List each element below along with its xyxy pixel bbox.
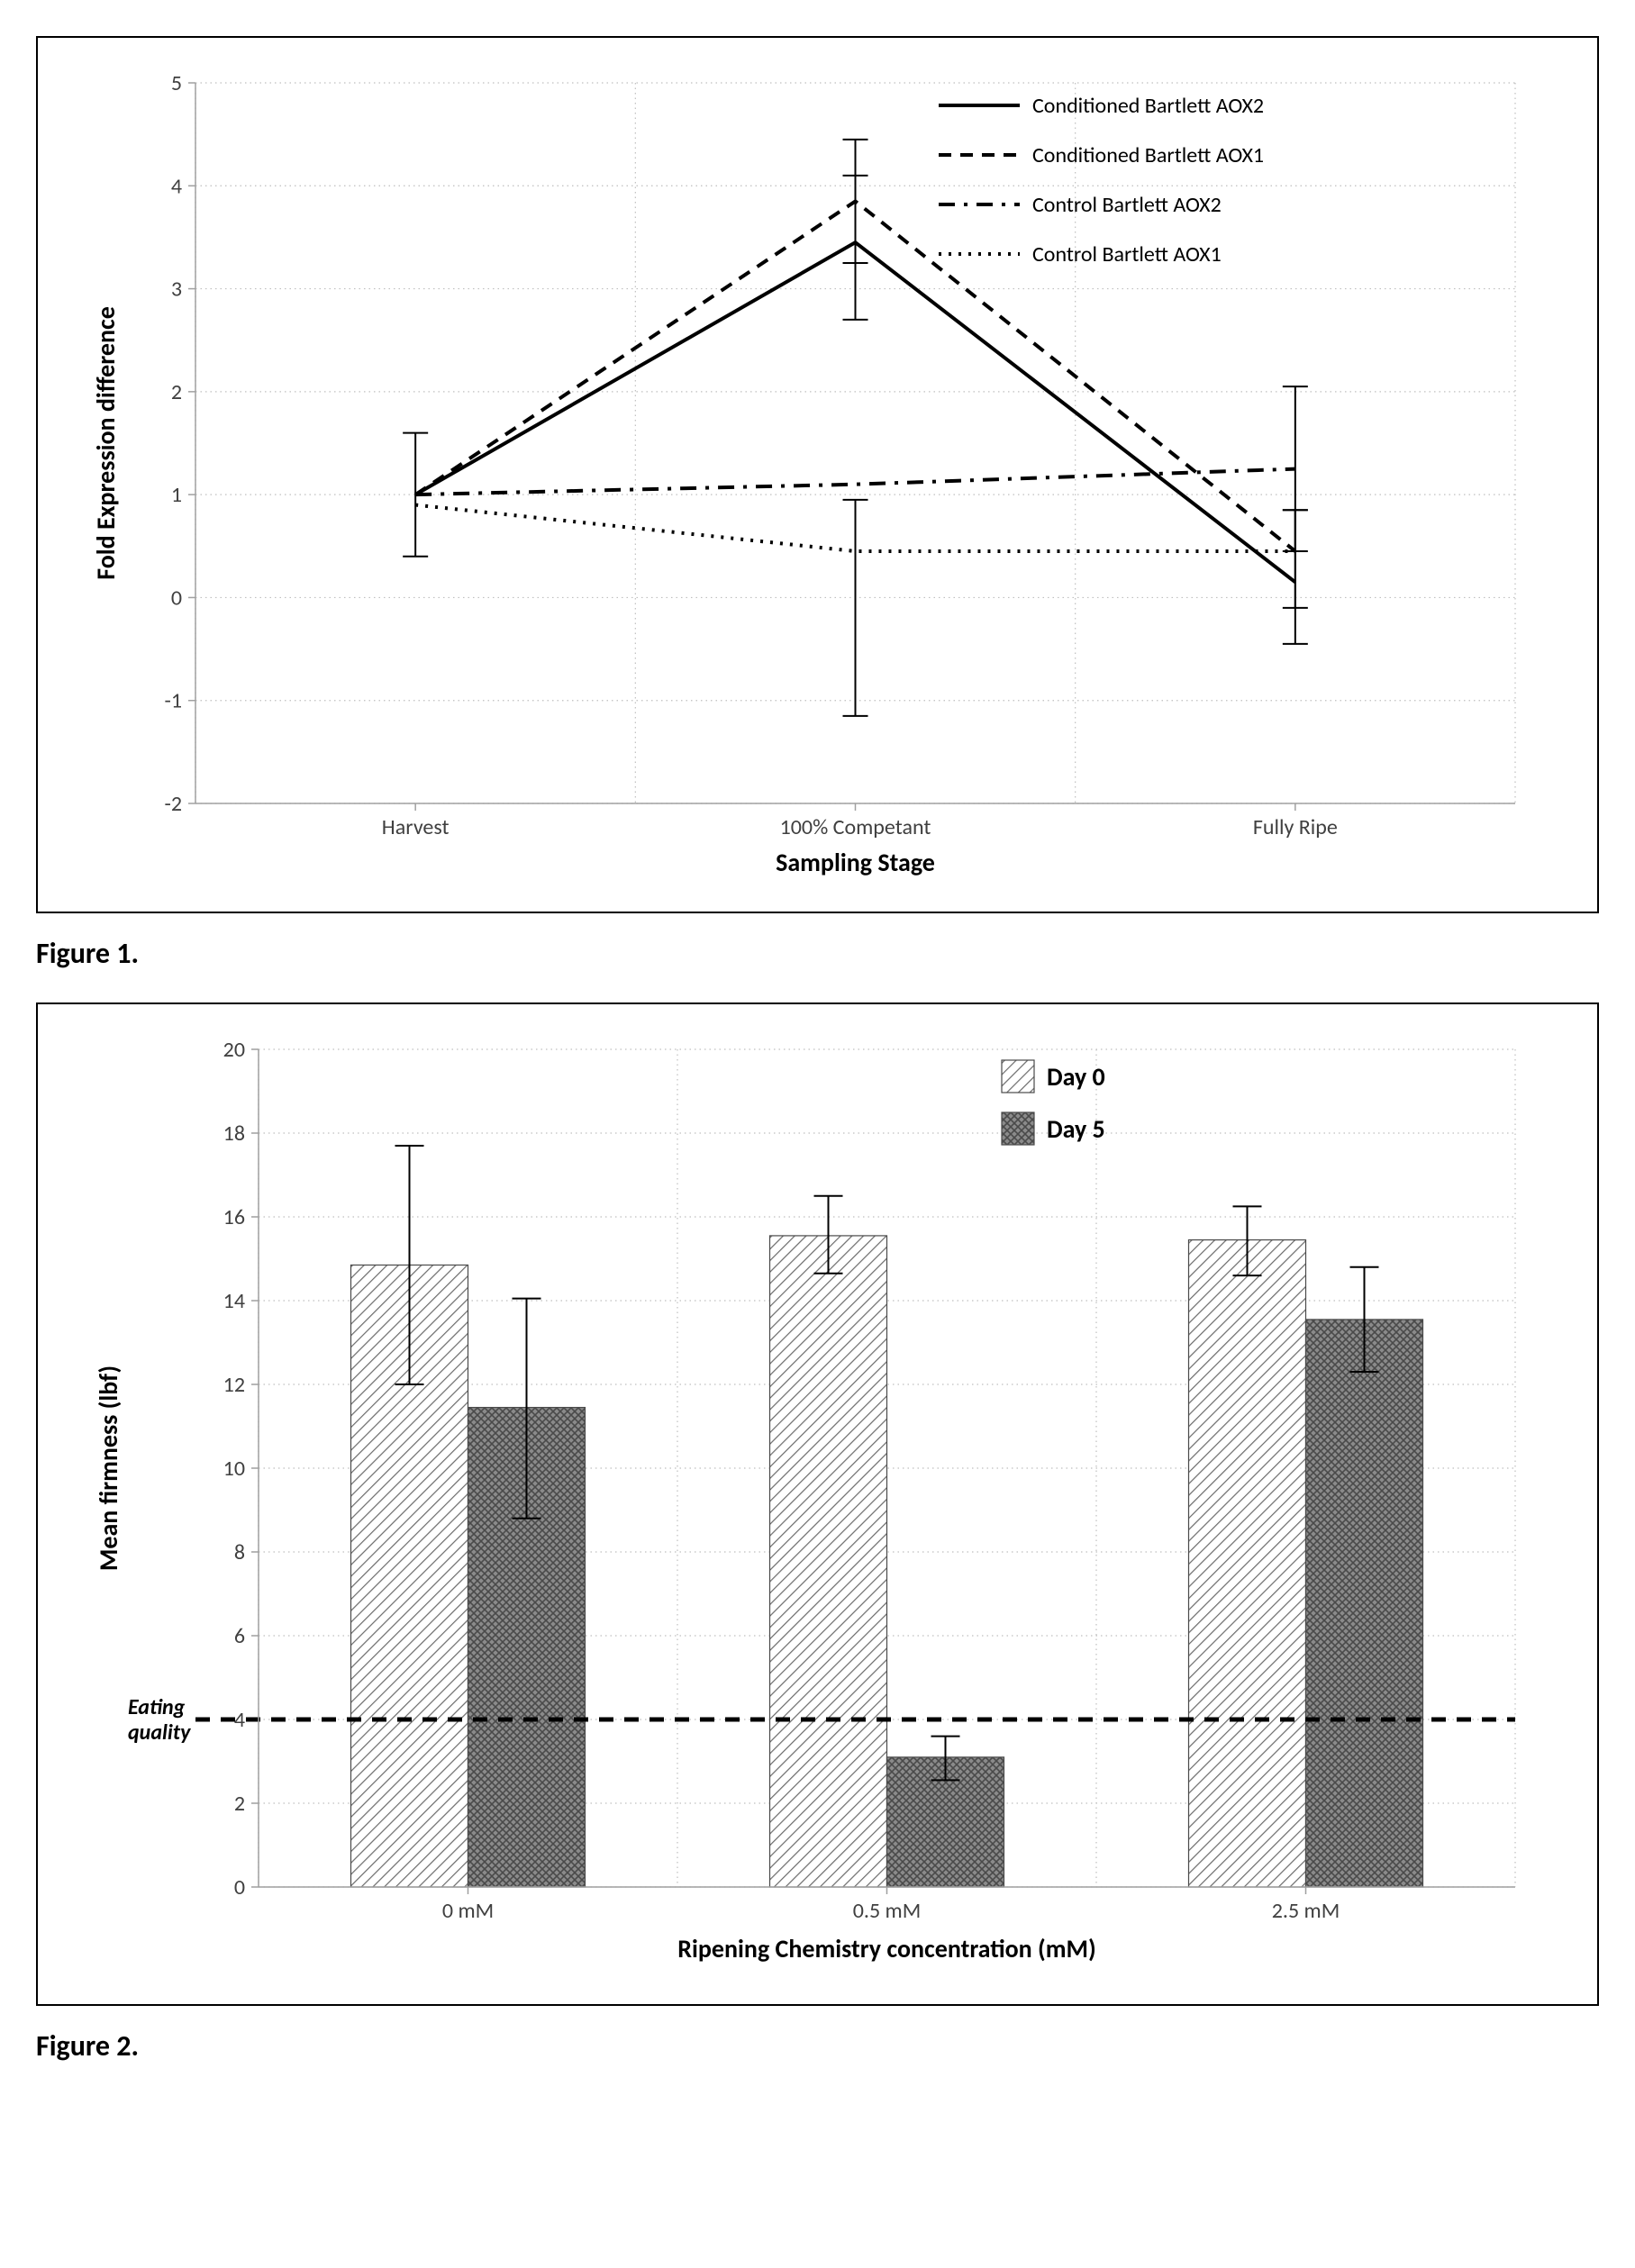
svg-text:4: 4 [234,1707,245,1733]
svg-text:12: 12 [223,1372,245,1398]
svg-text:16: 16 [223,1204,245,1230]
svg-text:0: 0 [234,1874,245,1901]
figure-2-svg: 0 2 4 6 8 10 12 14 16 18 20 0 mM 0.5 mM 2.5 mM Eatingq… [56,1022,1569,1986]
svg-text:10: 10 [223,1456,245,1482]
svg-text:Conditioned Bartlett AOX2: Conditioned Bartlett AOX2 [1032,93,1264,119]
svg-text:Harvest: Harvest [382,814,450,840]
svg-text:5: 5 [171,70,182,96]
svg-text:Control Bartlett AOX1: Control Bartlett AOX1 [1032,241,1222,268]
svg-text:-1: -1 [164,688,182,714]
svg-text:Conditioned Bartlett AOX1: Conditioned Bartlett AOX1 [1032,142,1264,168]
svg-text:0: 0 [171,585,182,611]
svg-text:Control Bartlett AOX2: Control Bartlett AOX2 [1032,192,1222,218]
svg-text:-2: -2 [164,791,182,817]
figure-2-chart: 0 2 4 6 8 10 12 14 16 18 20 0 mM 0.5 mM 2.5 mM Eatingq… [56,1022,1570,1986]
svg-text:8: 8 [234,1539,245,1565]
figure-1-chart: -2 -1 0 1 2 3 4 5 Harvest 100% Competant Fully Rip… [56,56,1570,894]
svg-text:14: 14 [223,1288,245,1314]
svg-text:0 mM: 0 mM [442,1898,494,1924]
svg-text:Day 0: Day 0 [1047,1061,1105,1093]
figure-1-container: -2 -1 0 1 2 3 4 5 Harvest 100% Competant Fully Rip… [36,36,1599,913]
svg-text:100% Competant: 100% Competant [780,814,931,840]
svg-text:20: 20 [223,1037,245,1063]
svg-text:0.5 mM: 0.5 mM [853,1898,922,1924]
svg-text:Sampling Stage: Sampling Stage [776,847,935,878]
svg-text:6: 6 [234,1623,245,1649]
figure-2-caption: Figure 2. [36,2028,1599,2064]
svg-text:quality: quality [128,1719,191,1746]
svg-text:3: 3 [171,277,182,303]
svg-text:2.5 mM: 2.5 mM [1272,1898,1340,1924]
svg-text:2: 2 [234,1791,245,1817]
svg-text:Day 5: Day 5 [1047,1113,1105,1145]
svg-text:18: 18 [223,1120,245,1147]
svg-text:1: 1 [171,482,182,508]
figure-2-container: 0 2 4 6 8 10 12 14 16 18 20 0 mM 0.5 mM 2.5 mM Eatingq… [36,1002,1599,2006]
svg-text:Fold Expression difference: Fold Expression difference [90,306,122,580]
figure-1-svg: -2 -1 0 1 2 3 4 5 Harvest 100% Competant Fully Rip… [56,56,1569,894]
svg-text:Ripening Chemistry concentrati: Ripening Chemistry concentration (mM) [677,1933,1095,1964]
figure-1-caption: Figure 1. [36,936,1599,971]
svg-text:Eating: Eating [128,1694,186,1720]
svg-text:4: 4 [171,173,182,199]
svg-text:Mean firmness (lbf): Mean firmness (lbf) [93,1365,124,1571]
svg-text:Fully Ripe: Fully Ripe [1253,814,1338,840]
svg-text:2: 2 [171,379,182,405]
